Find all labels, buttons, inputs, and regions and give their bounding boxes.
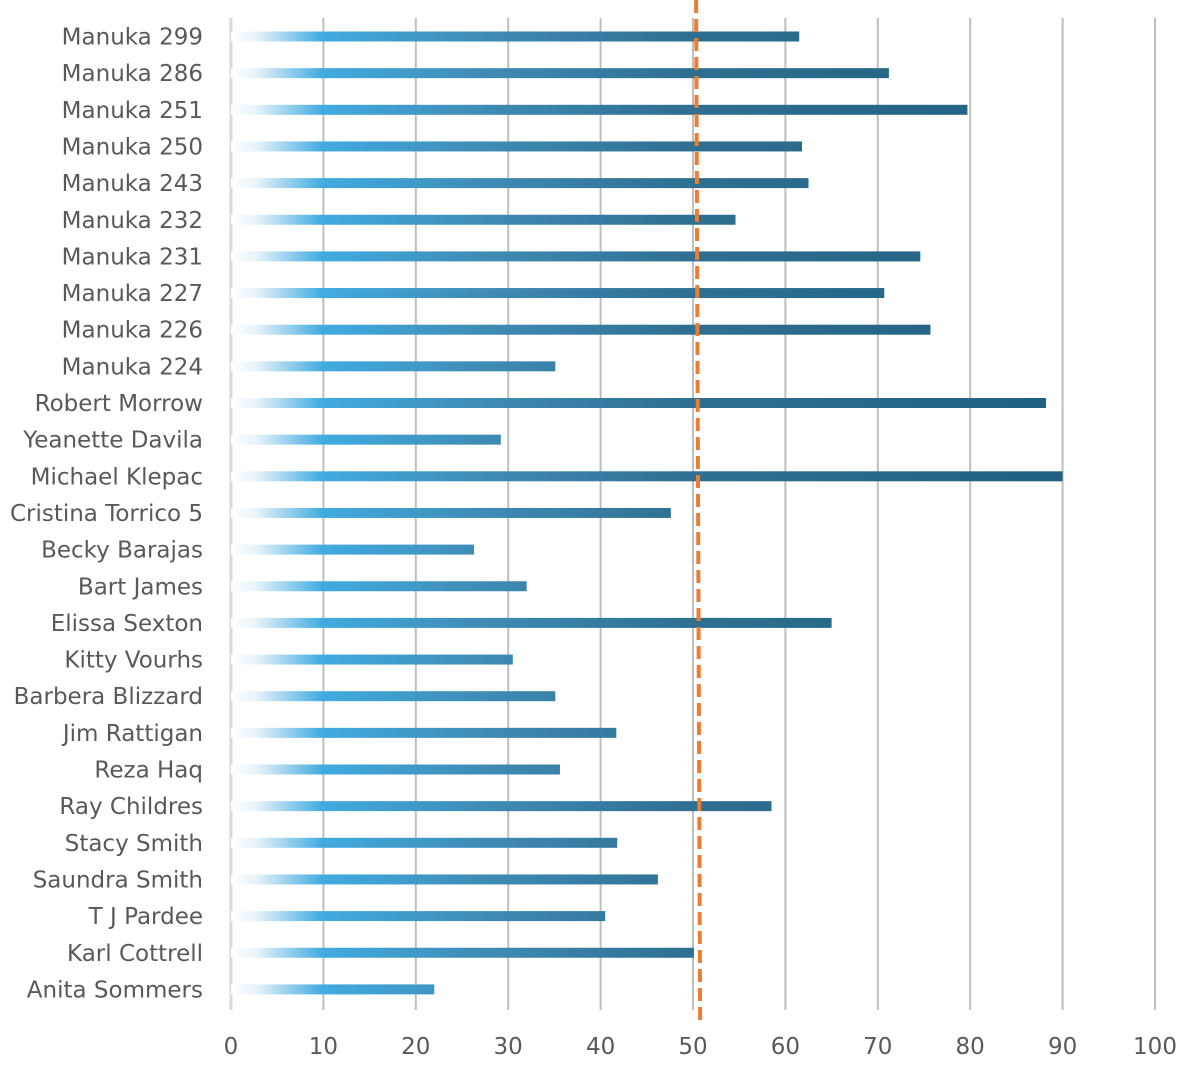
bar <box>231 507 671 518</box>
bar <box>231 398 1046 408</box>
bar <box>231 288 885 299</box>
category-label: Manuka 224 <box>62 354 203 380</box>
bar <box>231 361 556 372</box>
bar <box>231 727 617 738</box>
category-label: Manuka 232 <box>62 208 203 234</box>
bar <box>231 654 513 665</box>
category-label: Bart James <box>78 574 203 600</box>
category-label: Yeanette Davila <box>22 428 203 454</box>
bar <box>231 617 832 628</box>
bar <box>231 801 772 812</box>
category-label: Becky Barajas <box>41 538 203 564</box>
bar <box>231 764 560 775</box>
bar <box>231 581 527 592</box>
x-tick-label: 40 <box>586 1034 615 1060</box>
category-label: Kitty Vourhs <box>64 648 203 674</box>
category-label: Ray Childres <box>59 794 203 820</box>
category-label: Jim Rattigan <box>61 721 203 747</box>
bar <box>231 434 501 445</box>
reference-line <box>694 0 703 1026</box>
x-tick-label: 100 <box>1133 1034 1177 1060</box>
category-label: Barbera Blizzard <box>14 684 203 710</box>
x-tick-label: 20 <box>401 1034 430 1060</box>
reference-line-group <box>694 0 703 1026</box>
category-label: Karl Cottrell <box>67 941 203 967</box>
category-label: Reza Haq <box>94 758 203 784</box>
category-label: Anita Sommers <box>27 977 203 1003</box>
bars <box>231 31 1063 995</box>
category-label: T J Pardee <box>88 904 203 930</box>
category-label: Saundra Smith <box>33 867 203 893</box>
bar <box>231 68 889 79</box>
category-label: Manuka 286 <box>62 61 203 87</box>
bar <box>231 471 1063 482</box>
x-axis-tick-labels: 0 10 20 30 40 50 60 70 80 90 100 <box>224 1034 1177 1060</box>
x-tick-label: 70 <box>863 1034 892 1060</box>
bar <box>231 104 968 115</box>
x-tick-label: 80 <box>956 1034 985 1060</box>
x-tick-label: 50 <box>678 1034 707 1060</box>
bar <box>231 141 803 152</box>
category-label: Manuka 226 <box>62 318 203 344</box>
bar <box>231 911 606 922</box>
bar <box>231 984 435 995</box>
bar <box>231 214 736 225</box>
category-label: Michael Klepac <box>31 464 203 490</box>
bar <box>231 691 556 702</box>
bar <box>231 837 618 848</box>
category-label: Elissa Sexton <box>51 611 203 637</box>
category-label: Stacy Smith <box>65 831 203 857</box>
bar <box>231 544 475 555</box>
x-tick-label: 10 <box>309 1034 338 1060</box>
category-label: Manuka 243 <box>62 171 203 197</box>
category-label: Manuka 227 <box>62 281 203 307</box>
bar <box>231 947 694 958</box>
x-tick-label: 90 <box>1048 1034 1077 1060</box>
bar <box>231 178 809 189</box>
category-label: Robert Morrow <box>35 391 203 417</box>
category-label: Cristina Torrico 5 <box>10 501 203 527</box>
category-label: Manuka 251 <box>62 98 203 124</box>
bar <box>231 324 931 335</box>
bar <box>231 31 800 42</box>
category-labels: Manuka 299 Manuka 286 Manuka 251 Manuka 250… <box>10 25 203 1004</box>
category-label: Manuka 250 <box>62 134 203 160</box>
category-label: Manuka 299 <box>62 25 203 51</box>
bar <box>231 874 658 885</box>
x-tick-label: 60 <box>771 1034 800 1060</box>
x-tick-label: 0 <box>224 1034 239 1060</box>
x-tick-label: 30 <box>494 1034 523 1060</box>
bar <box>231 251 921 262</box>
category-label: Manuka 231 <box>62 244 203 270</box>
